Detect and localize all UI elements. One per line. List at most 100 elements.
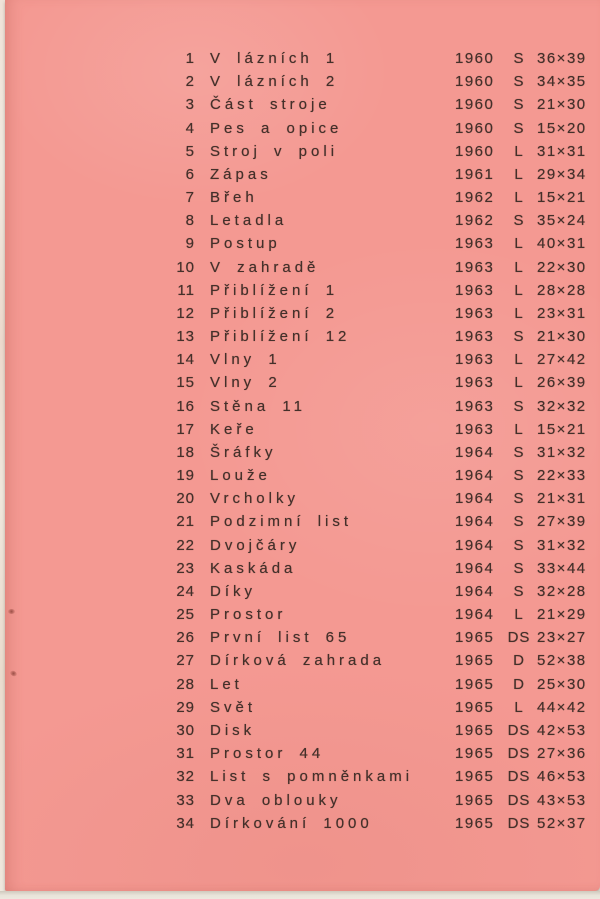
entry-technique-code: S: [513, 536, 525, 554]
entry-number: 9: [185, 235, 195, 253]
catalog-entry-row: 16 Stěna 11 1963 S 32×32: [5, 395, 600, 418]
entry-number: 15: [176, 374, 195, 392]
entry-number: 27: [176, 652, 195, 670]
entry-dimensions: 25×30: [537, 675, 587, 693]
entry-technique-code: L: [514, 420, 524, 438]
entry-number: 7: [185, 189, 195, 207]
catalog-entry-row: 14 Vlny 1 1963 L 27×42: [5, 348, 600, 371]
entry-number: 25: [176, 606, 195, 624]
entry-technique-code: S: [513, 96, 525, 114]
entry-technique-code: DS: [507, 745, 531, 763]
catalog-entry-row: 9 Postup 1963 L 40×31: [5, 232, 600, 255]
entry-title: Prostor: [210, 606, 287, 624]
entry-year: 1963: [455, 235, 495, 253]
entry-year: 1960: [455, 96, 495, 114]
entry-number: 28: [176, 675, 195, 693]
entry-dimensions: 42×53: [537, 721, 587, 739]
entry-year: 1962: [455, 189, 495, 207]
catalog-entry-row: 18 Šráfky 1964 S 31×32: [5, 441, 600, 464]
entry-number: 4: [185, 119, 195, 137]
entry-number: 31: [176, 745, 195, 763]
entry-technique-code: D: [513, 675, 525, 693]
entry-dimensions: 22×33: [537, 467, 587, 485]
entry-technique-code: S: [513, 328, 525, 346]
entry-year: 1964: [455, 443, 495, 461]
entry-technique-code: S: [513, 559, 525, 577]
entry-year: 1963: [455, 374, 495, 392]
catalog-entry-row: 34 Dírkování 1000 1965 DS 52×37: [5, 812, 600, 835]
entry-year: 1964: [455, 606, 495, 624]
entry-dimensions: 32×28: [537, 582, 587, 600]
entry-dimensions: 34×35: [537, 73, 587, 91]
catalog-entry-row: 32 List s pomněnkami 1965 DS 46×53: [5, 765, 600, 788]
catalog-entry-row: 26 První list 65 1965 DS 23×27: [5, 626, 600, 649]
entry-title: Disk: [210, 721, 256, 739]
entry-title: Přiblížení 2: [210, 304, 339, 322]
entry-technique-code: DS: [507, 629, 531, 647]
entry-dimensions: 21×31: [537, 490, 587, 508]
entry-dimensions: 52×38: [537, 652, 587, 670]
entry-number: 11: [177, 281, 195, 299]
catalog-entry-row: 1 V lázních 1 1960 S 36×39: [5, 47, 600, 70]
catalog-entry-row: 27 Dírková zahrada 1965 D 52×38: [5, 649, 600, 672]
entry-dimensions: 15×20: [537, 119, 587, 137]
catalog-entry-row: 10 V zahradě 1963 L 22×30: [5, 256, 600, 279]
entry-number: 13: [176, 328, 195, 346]
entry-dimensions: 29×34: [537, 165, 587, 183]
entry-number: 29: [176, 698, 195, 716]
entry-dimensions: 31×31: [537, 142, 587, 160]
entry-technique-code: DS: [507, 814, 531, 832]
catalog-entry-row: 19 Louže 1964 S 22×33: [5, 464, 600, 487]
catalog-entry-row: 21 Podzimní list 1964 S 27×39: [5, 510, 600, 533]
entry-technique-code: S: [513, 119, 525, 137]
entry-number: 21: [176, 513, 195, 531]
entry-title: Dvojčáry: [210, 536, 301, 554]
entry-title: Šráfky: [210, 443, 277, 461]
entry-dimensions: 15×21: [537, 189, 587, 207]
entry-number: 30: [176, 721, 195, 739]
entry-year: 1960: [455, 73, 495, 91]
scan-backing-left-edge: [0, 0, 6, 899]
entry-technique-code: S: [513, 467, 525, 485]
entry-title: Podzimní list: [210, 513, 353, 531]
catalog-entry-row: 25 Prostor 1964 L 21×29: [5, 603, 600, 626]
entry-year: 1965: [455, 768, 495, 786]
entry-year: 1965: [455, 721, 495, 739]
entry-title: Zápas: [210, 165, 272, 183]
entry-number: 1: [185, 50, 195, 67]
entry-year: 1964: [455, 467, 495, 485]
entry-year: 1963: [455, 258, 495, 276]
entry-year: 1963: [455, 420, 495, 438]
entry-dimensions: 27×39: [537, 513, 587, 531]
catalog-entry-row: 17 Keře 1963 L 15×21: [5, 418, 600, 441]
entry-year: 1964: [455, 559, 495, 577]
catalog-entry-row: 24 Díky 1964 S 32×28: [5, 580, 600, 603]
entry-year: 1961: [455, 165, 495, 183]
entry-title: Vlny 1: [210, 351, 281, 369]
catalog-entry-row: 12 Přiblížení 2 1963 L 23×31: [5, 302, 600, 325]
entry-dimensions: 31×32: [537, 536, 587, 554]
entry-number: 20: [176, 490, 195, 508]
entry-technique-code: L: [514, 606, 524, 624]
entry-technique-code: L: [514, 189, 524, 207]
entry-number: 2: [185, 73, 195, 91]
catalog-list: 1 V lázních 1 1960 S 36×39 2 V lázních 2…: [5, 47, 600, 835]
entry-technique-code: L: [514, 698, 524, 716]
entry-title: Pes a opice: [210, 119, 343, 137]
entry-year: 1963: [455, 397, 495, 415]
catalog-entry-row: 8 Letadla 1962 S 35×24: [5, 209, 600, 232]
entry-year: 1962: [455, 212, 495, 230]
catalog-entry-row: 29 Svět 1965 L 44×42: [5, 696, 600, 719]
entry-technique-code: D: [513, 652, 525, 670]
entry-dimensions: 27×42: [537, 351, 587, 369]
catalog-entry-row: 11 Přiblížení 1 1963 L 28×28: [5, 279, 600, 302]
entry-title: Dírkování 1000: [210, 814, 373, 832]
entry-technique-code: S: [513, 397, 525, 415]
entry-dimensions: 36×39: [537, 50, 587, 67]
catalog-entry-row: 3 Část stroje 1960 S 21×30: [5, 93, 600, 116]
staple-mark: [8, 609, 15, 614]
entry-year: 1960: [455, 119, 495, 137]
catalog-entry-row: 5 Stroj v poli 1960 L 31×31: [5, 140, 600, 163]
entry-title: Přiblížení 1: [210, 281, 339, 299]
entry-year: 1963: [455, 281, 495, 299]
